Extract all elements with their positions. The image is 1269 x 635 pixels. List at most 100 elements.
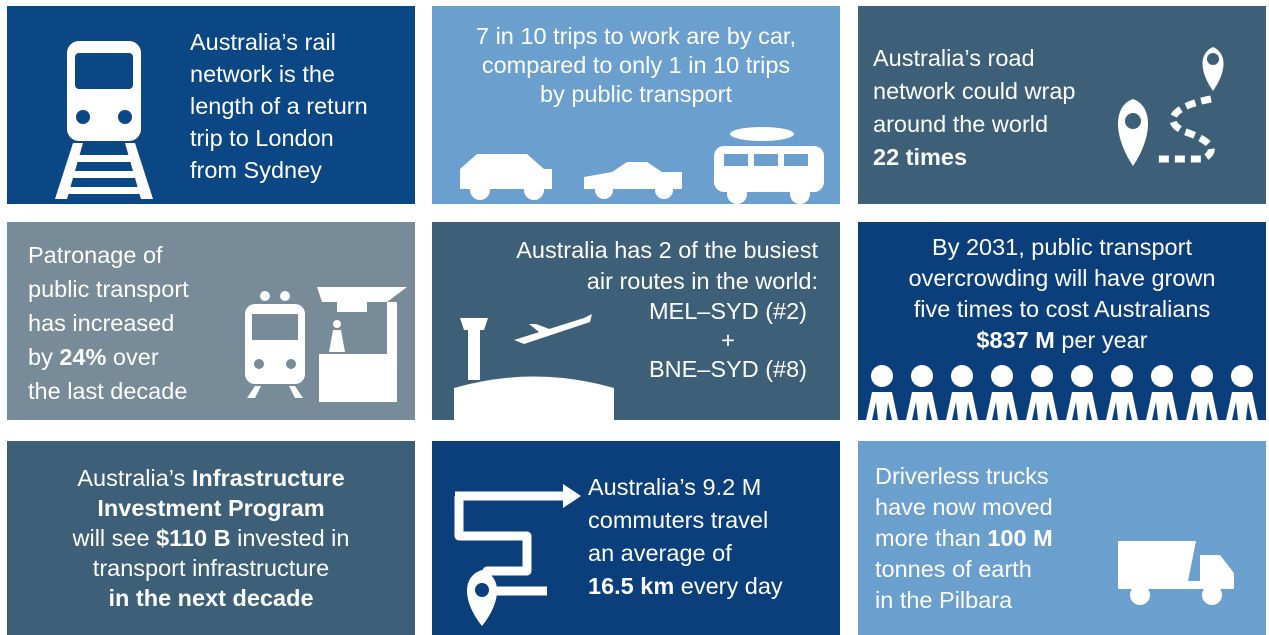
tile-overcrowding: By 2031, public transport overcrowding wi… [858,222,1266,420]
text: by public transport [539,81,733,107]
text-line: transport infrastructure [46,553,376,583]
text-line: Australia’s road [873,42,1075,75]
text: Driverless trucks [875,463,1049,489]
text: more than [875,525,988,551]
tile-rail: Australia’s rail network is the length of … [7,6,415,204]
text-line: in the Pilbara [875,585,1053,616]
tile-text: Patronage of public transport has increase… [28,238,189,408]
text: public transport [28,276,189,302]
tile-cars: 7 in 10 trips to work are by car, compare… [432,6,840,204]
text-line: 7 in 10 trips to work are by car, [432,22,840,51]
text-line: more than 100 M [875,523,1053,554]
text-line: Australia’s 9.2 M [588,471,783,504]
text: Patronage of [28,242,163,268]
text: over [106,344,159,370]
tile-text: Australia’s Infrastructure Investment Pro… [46,463,376,613]
bold-text: in the next decade [108,585,314,611]
bold-text: $837 M [976,327,1055,353]
text-line: public transport [28,272,189,306]
text-line: 16.5 km every day [588,570,783,603]
tile-road: Australia’s road network could wrap around… [858,6,1266,204]
text-line: trip to London [190,122,368,154]
text-line: Patronage of [28,238,189,272]
text: 7 in 10 trips to work are by car, [475,23,796,49]
text-line: will see $110 B invested in [46,523,376,553]
tile-text: Australia’s 9.2 M commuters travel an aver… [588,471,783,603]
text: air routes in the world: [586,268,818,294]
text-line: Driverless trucks [875,461,1053,492]
text: by [28,344,60,370]
text: compared to only 1 in 10 trips [481,52,791,78]
text-line: MEL–SYD (#2) [628,297,828,326]
text: will see [72,525,157,551]
text: around the world [873,111,1049,137]
truck-icon [1118,541,1234,605]
station-icon [245,287,407,402]
text: Australia’s [77,465,192,491]
text: an average of [588,540,732,566]
text: length of a return [190,93,368,119]
text: commuters travel [588,507,769,533]
text: network is the [190,61,335,87]
map-pins-icon [1118,47,1224,166]
text: + [721,327,735,353]
text-line: in the next decade [46,583,376,613]
text-line: five times to cost Australians [858,294,1266,325]
text: network could wrap [873,78,1076,104]
bold-text: Infrastructure [191,465,345,491]
text-line: Australia’s Infrastructure [46,463,376,493]
text: overcrowding will have grown [908,265,1216,291]
tile-text: By 2031, public transport overcrowding wi… [858,232,1266,356]
text: Australia has 2 of the busiest [516,237,818,263]
cars-icon [460,127,824,204]
text: MEL–SYD (#2) [648,298,808,324]
tile-commute: Australia’s 9.2 M commuters travel an aver… [432,441,840,635]
text: five times to cost Australians [913,296,1211,322]
text: from Sydney [190,157,322,183]
bold-text: $110 B [156,525,231,551]
text: Australia’s rail [190,29,336,55]
text-line: air routes in the world: [448,266,818,297]
text-line: tonnes of earth [875,554,1053,585]
text-line: has increased [28,306,189,340]
text: invested in [230,525,350,551]
text-line: Australia’s rail [190,26,368,58]
text: per year [1054,327,1148,353]
text-line: $837 M per year [858,325,1266,356]
text: tonnes of earth [875,556,1032,582]
text-line: Australia has 2 of the busiest [448,235,818,266]
text-line: from Sydney [190,154,368,186]
text: has increased [28,310,175,336]
text: Australia’s road [873,45,1035,71]
text-line: By 2031, public transport [858,232,1266,263]
text: transport infrastructure [92,555,330,581]
text-line: Investment Program [46,493,376,523]
text: By 2031, public transport [932,234,1192,260]
tile-text: Australia’s road network could wrap around… [873,42,1075,174]
bold-text: 16.5 km [588,573,675,599]
text: in the Pilbara [875,587,1013,613]
tile-text: Australia’s rail network is the length of … [190,26,368,186]
text: Australia’s 9.2 M [588,474,762,500]
text-line: + [628,326,828,355]
text-line: compared to only 1 in 10 trips [432,51,840,80]
text-line: length of a return [190,90,368,122]
text-line: the last decade [28,374,189,408]
tile-text: Driverless trucks have now moved more than… [875,461,1053,616]
tile-text: 7 in 10 trips to work are by car, compare… [432,22,840,109]
text: BNE–SYD (#8) [648,356,808,382]
bold-text: 100 M [987,525,1053,551]
tile-air: Australia has 2 of the busiest air routes… [432,222,840,420]
tile-trucks: Driverless trucks have now moved more than… [858,441,1266,635]
text-line: network could wrap [873,75,1075,108]
text-line: have now moved [875,492,1053,523]
tile-investment: Australia’s Infrastructure Investment Pro… [7,441,415,635]
airport-icon [454,314,614,420]
text-line: 22 times [873,141,1075,174]
text-line: commuters travel [588,504,783,537]
text-line: by 24% over [28,340,189,374]
train-icon [55,41,153,199]
text-line: overcrowding will have grown [858,263,1266,294]
text: the last decade [28,378,188,404]
